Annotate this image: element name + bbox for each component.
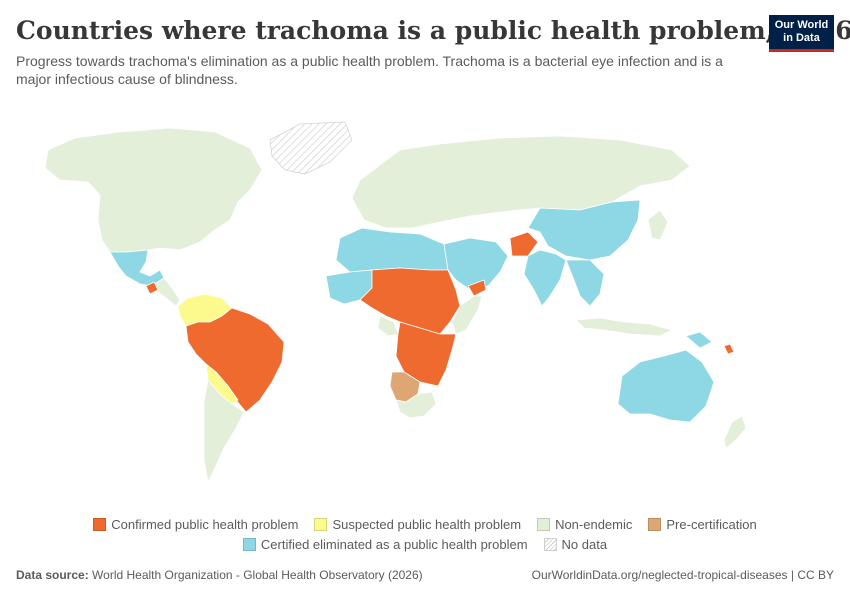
map-region-australia[interactable] bbox=[617, 349, 715, 423]
legend-label-non-endemic: Non-endemic bbox=[555, 516, 633, 532]
legend-item-no-data[interactable]: No data bbox=[543, 536, 608, 552]
map-region-north-africa[interactable] bbox=[335, 227, 449, 273]
map-region-china[interactable] bbox=[527, 199, 641, 261]
legend-row-1: Confirmed public health problem Suspecte… bbox=[0, 514, 850, 534]
legend-label-no-data: No data bbox=[561, 536, 608, 552]
map-region-sahel-and-central-africa[interactable] bbox=[359, 267, 461, 335]
chart-title: Countries where trachoma is a public hea… bbox=[16, 16, 850, 45]
world-map bbox=[0, 110, 850, 510]
legend-swatch-non-endemic bbox=[537, 517, 551, 531]
map-region-guatemala[interactable] bbox=[145, 281, 159, 295]
legend-item-confirmed[interactable]: Confirmed public health problem bbox=[93, 517, 298, 532]
data-source: Data source: World Health Organization -… bbox=[16, 568, 423, 582]
map-region-papua-new-guinea[interactable] bbox=[685, 331, 713, 349]
logo-line-2: in Data bbox=[783, 32, 820, 44]
legend-swatch-pre-certification bbox=[648, 517, 662, 531]
legend-swatch-certified bbox=[242, 537, 256, 551]
map-region-new-zealand[interactable] bbox=[723, 415, 747, 449]
map-region-middle-east[interactable] bbox=[443, 237, 509, 291]
legend-label-confirmed: Confirmed public health problem bbox=[111, 516, 299, 532]
map-region-indonesia[interactable] bbox=[575, 317, 673, 337]
legend-label-pre-certification: Pre-certification bbox=[666, 516, 757, 532]
legend-item-pre-certification[interactable]: Pre-certification bbox=[648, 516, 757, 532]
legend-row-2: Certified eliminated as a public health … bbox=[0, 534, 850, 554]
map-region-yemen[interactable] bbox=[467, 279, 487, 297]
chart-subtitle: Progress towards trachoma's elimination … bbox=[16, 53, 723, 87]
legend-swatch-no-data bbox=[543, 537, 557, 551]
map-region-afghanistan[interactable] bbox=[509, 231, 539, 257]
map-region-north-america[interactable] bbox=[44, 127, 263, 253]
legend-swatch-suspected bbox=[314, 517, 328, 531]
map-region-central-america[interactable] bbox=[151, 277, 181, 307]
map-region-europe-and-russia[interactable] bbox=[351, 135, 691, 229]
chart-footer: Data source: World Health Organization -… bbox=[16, 568, 834, 582]
map-region-east-africa[interactable] bbox=[395, 321, 457, 387]
data-source-text: World Health Organization - Global Healt… bbox=[92, 568, 423, 582]
legend-item-certified[interactable]: Certified eliminated as a public health … bbox=[242, 536, 528, 552]
map-region-somalia[interactable] bbox=[451, 295, 483, 335]
data-source-label: Data source: bbox=[16, 568, 89, 582]
map-region-southeast-asia[interactable] bbox=[565, 259, 605, 307]
legend-label-suspected: Suspected public health problem bbox=[332, 516, 522, 532]
map-region-gabon-and-congo[interactable] bbox=[377, 315, 399, 337]
map-region-south-africa[interactable] bbox=[395, 391, 437, 419]
map-region-india[interactable] bbox=[523, 249, 567, 307]
map-region-mexico[interactable] bbox=[109, 249, 165, 287]
source-link[interactable]: OurWorldinData.org/neglected-tropical-di… bbox=[531, 568, 834, 582]
legend-item-non-endemic[interactable]: Non-endemic bbox=[537, 517, 632, 532]
map-region-southern-cone[interactable] bbox=[203, 379, 245, 483]
map-region-japan[interactable] bbox=[647, 209, 669, 241]
map-region-greenland[interactable] bbox=[269, 121, 353, 175]
legend-label-certified: Certified eliminated as a public health … bbox=[260, 536, 528, 552]
legend-item-suspected[interactable]: Suspected public health problem bbox=[314, 517, 521, 532]
owid-logo[interactable]: Our World in Data bbox=[769, 15, 834, 52]
map-region-solomon-islands[interactable] bbox=[723, 343, 735, 355]
map-legend: Confirmed public health problem Suspecte… bbox=[0, 514, 850, 554]
world-map-svg bbox=[44, 121, 747, 483]
logo-line-1: Our World bbox=[774, 19, 829, 31]
legend-swatch-confirmed bbox=[93, 517, 107, 531]
